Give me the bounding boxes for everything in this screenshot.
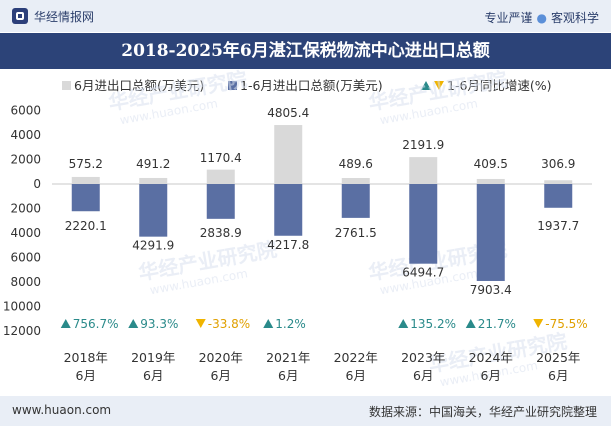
x-tick-label-month: 6月: [346, 368, 366, 383]
brand-name: 华经情报网: [34, 10, 95, 24]
growth-up-triangle-icon: [60, 319, 71, 328]
bar-monthly: [274, 125, 303, 184]
x-tick-label-month: 6月: [548, 368, 568, 383]
x-tick-label-month: 6月: [481, 368, 501, 383]
bar-monthly: [206, 169, 235, 184]
legend-swatch-monthly: [62, 81, 71, 90]
y-tick-label: 4000: [10, 226, 41, 240]
bar-cumulative: [206, 184, 235, 219]
growth-down-triangle-icon: [533, 319, 544, 328]
data-label-monthly: 491.2: [136, 157, 170, 171]
legend: 6月进出口总额(万美元) 1-6月进出口总额(万美元) 1-6月同比增速(%): [0, 73, 611, 93]
bar-cumulative: [341, 184, 370, 218]
bar-monthly: [341, 177, 370, 184]
data-label-cumulative: 2220.1: [65, 219, 107, 233]
x-tick-label-month: 6月: [211, 368, 231, 383]
bar-monthly: [139, 177, 168, 184]
legend-label-monthly: 6月进出口总额(万美元): [74, 78, 205, 93]
growth-up-triangle-icon: [465, 319, 476, 328]
bar-monthly: [476, 178, 505, 184]
x-tick-label-month: 6月: [76, 368, 96, 383]
data-label-cumulative: 7903.4: [470, 283, 512, 297]
y-tick-label: 8000: [10, 275, 41, 289]
bar-cumulative: [544, 184, 573, 208]
data-label-cumulative: 2761.5: [335, 226, 377, 240]
growth-up-triangle-icon: [128, 319, 139, 328]
legend-label-growth: 1-6月同比增速(%): [447, 78, 552, 93]
bar-cumulative: [476, 184, 505, 281]
bar-monthly: [544, 180, 573, 184]
data-label-monthly: 2191.9: [402, 138, 444, 152]
y-tick-label: 2000: [10, 202, 41, 216]
bar-cumulative: [409, 184, 438, 264]
chart-title: 2018-2025年6月湛江保税物流中心进出口总额: [0, 33, 611, 69]
data-label-growth: 21.7%: [478, 317, 516, 331]
data-label-cumulative: 6494.7: [402, 266, 444, 280]
legend-item-cumulative[interactable]: 1-6月进出口总额(万美元): [228, 75, 383, 94]
data-label-monthly: 575.2: [69, 157, 103, 171]
x-tick-label-year: 2022年: [334, 350, 378, 365]
data-label-monthly: 1170.4: [200, 151, 242, 165]
data-label-monthly: 4805.4: [267, 106, 309, 120]
brand-logo-icon: [12, 8, 28, 24]
growth-up-triangle-icon: [263, 319, 274, 328]
footer: www.huaon.com 数据来源：中国海关，华经产业研究院整理: [0, 396, 611, 426]
bar-monthly: [71, 176, 100, 184]
tagline: 专业严谨 ● 客观科学: [484, 9, 599, 26]
y-tick-label: 10000: [3, 300, 41, 314]
legend-item-growth[interactable]: 1-6月同比增速(%): [421, 75, 552, 94]
data-label-growth: 756.7%: [73, 317, 119, 331]
data-label-cumulative: 4217.8: [267, 238, 309, 252]
bar-monthly: [409, 157, 438, 184]
footer-source: 数据来源：中国海关，华经产业研究院整理: [368, 405, 597, 419]
tagline-left: 专业严谨: [484, 11, 533, 25]
data-label-monthly: 409.5: [474, 157, 508, 171]
legend-down-triangle-icon: [434, 81, 444, 90]
y-tick-label: 2000: [10, 152, 41, 166]
y-tick-label: 12000: [3, 324, 41, 338]
x-tick-label-year: 2021年: [266, 350, 310, 365]
y-tick-label: 6000: [10, 103, 41, 117]
x-tick-label-year: 2020年: [199, 350, 243, 365]
top-bar: 华经情报网 专业严谨 ● 客观科学: [0, 0, 611, 32]
x-tick-label-month: 6月: [143, 368, 163, 383]
growth-down-triangle-icon: [195, 319, 206, 328]
brand[interactable]: 华经情报网: [12, 8, 94, 25]
x-tick-label-year: 2019年: [131, 350, 175, 365]
legend-item-monthly[interactable]: 6月进出口总额(万美元): [62, 75, 204, 94]
y-tick-label: 6000: [10, 251, 41, 265]
legend-swatch-cumulative: [228, 81, 237, 90]
tagline-right: 客观科学: [550, 11, 599, 25]
bar-cumulative: [139, 184, 168, 237]
x-tick-label-year: 2025年: [536, 350, 580, 365]
y-tick-label: 0: [33, 177, 41, 191]
data-label-monthly: 489.6: [339, 157, 373, 171]
data-label-cumulative: 4291.9: [132, 239, 174, 253]
y-tick-label: 4000: [10, 128, 41, 142]
data-label-growth: 1.2%: [275, 317, 306, 331]
bar-cumulative: [274, 184, 303, 236]
x-tick-label-year: 2024年: [469, 350, 513, 365]
legend-up-triangle-icon: [421, 81, 431, 90]
footer-url[interactable]: www.huaon.com: [12, 403, 112, 417]
bar-cumulative: [71, 184, 100, 212]
data-label-growth: -75.5%: [545, 317, 587, 331]
x-tick-label-year: 2018年: [64, 350, 108, 365]
data-label-growth: 135.2%: [410, 317, 456, 331]
data-label-monthly: 306.9: [541, 157, 575, 171]
data-label-growth: -33.8%: [208, 317, 250, 331]
growth-up-triangle-icon: [398, 319, 409, 328]
data-label-cumulative: 1937.7: [537, 219, 579, 233]
legend-label-cumulative: 1-6月进出口总额(万美元): [240, 78, 383, 93]
x-tick-label-month: 6月: [413, 368, 433, 383]
x-tick-label-month: 6月: [278, 368, 298, 383]
separator-dot-icon: ●: [536, 11, 547, 25]
data-label-cumulative: 2838.9: [200, 226, 242, 240]
x-tick-label-year: 2023年: [401, 350, 445, 365]
data-label-growth: 93.3%: [140, 317, 178, 331]
